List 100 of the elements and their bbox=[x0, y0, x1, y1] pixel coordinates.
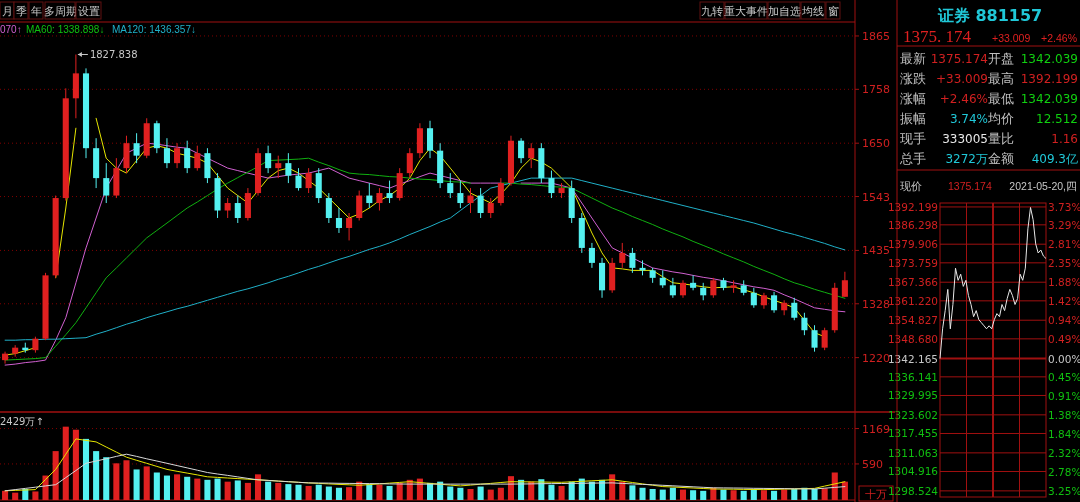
candlestick bbox=[690, 274, 697, 291]
bar bbox=[163, 475, 170, 500]
bar bbox=[366, 484, 373, 500]
y2-tick-label: 0.94% bbox=[1048, 314, 1080, 327]
text: 1375. 174 bbox=[903, 27, 972, 46]
candlestick bbox=[406, 147, 413, 179]
bar bbox=[174, 474, 181, 500]
y2-tick-label: 3.73% bbox=[1048, 200, 1080, 213]
bar bbox=[184, 476, 191, 500]
candlestick bbox=[477, 187, 484, 219]
bar bbox=[133, 469, 140, 500]
candlestick bbox=[629, 247, 636, 274]
text: 均价 bbox=[987, 111, 1014, 126]
text: 振幅 bbox=[900, 111, 926, 126]
y-tick-label: 1392.199 bbox=[887, 200, 938, 213]
candlestick bbox=[811, 324, 818, 353]
candlestick bbox=[497, 177, 504, 207]
candlestick bbox=[2, 351, 9, 365]
text: 333005 bbox=[942, 132, 988, 146]
text: +33.009 bbox=[992, 32, 1031, 44]
bar bbox=[558, 485, 565, 500]
bar bbox=[254, 474, 262, 500]
text: 季 bbox=[15, 5, 27, 18]
y2-tick-label: 0.00% bbox=[1048, 352, 1080, 365]
text: 1392.199 bbox=[1020, 72, 1078, 86]
candlestick bbox=[426, 120, 434, 159]
candlestick bbox=[791, 297, 798, 321]
candlestick bbox=[133, 132, 140, 164]
y-tick-label: 1373.759 bbox=[887, 256, 938, 269]
candlestick bbox=[224, 197, 231, 219]
bar bbox=[153, 472, 160, 500]
candlestick bbox=[771, 291, 778, 314]
candlestick bbox=[841, 271, 848, 298]
candlestick bbox=[487, 197, 494, 219]
bar bbox=[781, 489, 788, 500]
bar bbox=[457, 487, 464, 500]
bar bbox=[629, 485, 636, 500]
candlestick bbox=[325, 192, 332, 224]
text: 1342.039 bbox=[1020, 92, 1078, 106]
text: 设置 bbox=[77, 5, 100, 18]
y-tick-label: 1386.298 bbox=[887, 218, 938, 231]
candlestick bbox=[295, 167, 302, 192]
text: 1375.174 bbox=[930, 52, 988, 66]
bar bbox=[103, 457, 110, 500]
annotation: 2429万↑ bbox=[0, 416, 44, 427]
text: 1342.039 bbox=[1020, 52, 1078, 66]
y-tick-label: 1367.366 bbox=[887, 276, 939, 289]
y2-tick-label: 3.29% bbox=[1048, 218, 1080, 231]
y2-tick-label: 1.84% bbox=[1048, 427, 1080, 440]
y-tick-label: 590 bbox=[862, 457, 883, 471]
text: 金额 bbox=[988, 151, 1014, 166]
candlestick bbox=[163, 137, 170, 169]
y2-tick-label: 0.45% bbox=[1048, 370, 1080, 383]
annotation: 070↑ bbox=[0, 24, 22, 35]
bar bbox=[285, 484, 292, 500]
y2-tick-label: 0.91% bbox=[1048, 389, 1080, 402]
text: 九转 bbox=[701, 5, 723, 18]
candlestick bbox=[265, 145, 272, 174]
candlestick bbox=[518, 137, 525, 164]
bar bbox=[568, 481, 575, 500]
y-tick-label: 1329.995 bbox=[887, 389, 938, 402]
bar bbox=[750, 489, 757, 500]
y-tick-label: 1543 bbox=[862, 190, 890, 204]
text: 最低 bbox=[988, 91, 1014, 106]
bar bbox=[771, 490, 778, 500]
text: 12.512 bbox=[1036, 112, 1078, 126]
candlestick bbox=[305, 167, 312, 194]
candlestick bbox=[184, 140, 191, 174]
bar bbox=[2, 490, 9, 500]
bar bbox=[265, 481, 272, 500]
bar bbox=[295, 484, 302, 500]
annotation: MA120: 1436.357↓ bbox=[112, 24, 196, 35]
bar bbox=[649, 489, 656, 500]
y-tick-label: 1323.602 bbox=[887, 408, 938, 421]
candlestick bbox=[335, 207, 342, 234]
bar bbox=[224, 481, 231, 500]
y2-tick-label: 3.25% bbox=[1048, 484, 1080, 497]
annotation: 1827.838 bbox=[89, 49, 138, 61]
candlestick bbox=[346, 212, 353, 241]
bar bbox=[679, 489, 687, 500]
candlestick bbox=[285, 152, 292, 184]
bar bbox=[305, 485, 312, 500]
y-tick-label: 1348.680 bbox=[887, 332, 938, 345]
y2-tick-label: 1.42% bbox=[1048, 294, 1080, 307]
candlestick bbox=[457, 180, 464, 209]
y-tick-label: 1169 bbox=[862, 422, 890, 436]
candlestick bbox=[619, 242, 626, 269]
text: 1.16 bbox=[1051, 132, 1078, 146]
y-tick-label: 1650 bbox=[862, 137, 890, 151]
candlestick bbox=[588, 242, 595, 269]
bar bbox=[244, 482, 251, 500]
bar bbox=[143, 466, 150, 500]
text: 2021-05-20,四 bbox=[1009, 180, 1077, 192]
bar bbox=[93, 451, 100, 500]
y-tick-label: 1336.141 bbox=[887, 370, 938, 383]
text: 涨幅 bbox=[900, 91, 926, 106]
text: +33.009 bbox=[935, 72, 988, 86]
candlestick bbox=[174, 142, 181, 169]
y2-tick-label: 2.81% bbox=[1048, 238, 1080, 251]
bar bbox=[214, 478, 221, 500]
